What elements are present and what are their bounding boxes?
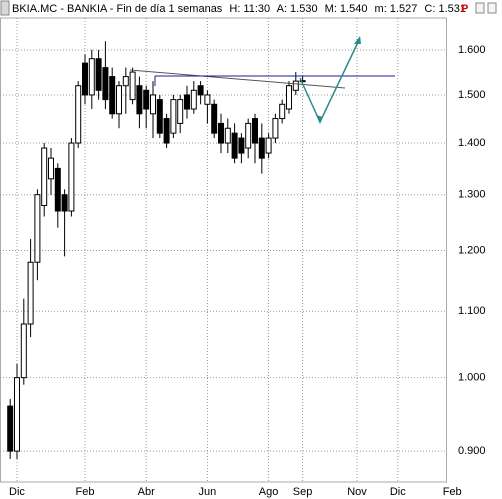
- arrow-head: [316, 115, 323, 124]
- candle-body: [279, 103, 286, 120]
- y-tick-label: 1.000: [458, 372, 486, 384]
- header-low: m: 1.527: [375, 3, 418, 15]
- y-tick-label: 1.500: [458, 89, 486, 101]
- candle-body: [252, 118, 258, 144]
- candle-body: [136, 85, 143, 115]
- y-tick-label: 1.200: [458, 244, 486, 256]
- candle-body: [150, 94, 156, 115]
- x-tick-label: Dic: [390, 486, 406, 498]
- candle-body: [68, 142, 75, 212]
- y-tick-label: 1.400: [458, 137, 486, 149]
- candle-body: [292, 80, 299, 91]
- candle-body: [197, 85, 204, 96]
- candle-body: [170, 99, 177, 134]
- candle-body: [299, 80, 306, 83]
- candle-body: [41, 147, 48, 207]
- header-title: BKIA.MC - BANKIA - Fin de día 1 semanas: [12, 3, 223, 15]
- x-tick-label: Jun: [199, 486, 217, 498]
- candle-body: [54, 167, 61, 212]
- candle-body: [102, 67, 109, 101]
- candle-body: [75, 85, 82, 144]
- candle-body: [61, 194, 68, 212]
- header-button[interactable]: [475, 2, 485, 14]
- y-tick-label: 1.300: [458, 189, 486, 201]
- candle-body: [122, 76, 129, 87]
- x-tick-label: Abr: [138, 486, 155, 498]
- candle-body: [20, 323, 27, 379]
- header-icon[interactable]: [0, 0, 10, 16]
- header-open: A: 1.530: [277, 3, 318, 15]
- header-high: M: 1.540: [325, 3, 368, 15]
- header-time: H: 11:30: [229, 3, 270, 15]
- y-tick-label: 1.100: [458, 305, 486, 317]
- candle-body: [258, 137, 265, 159]
- header: BKIA.MC - BANKIA - Fin de día 1 semanas …: [12, 3, 466, 15]
- candle-body: [116, 85, 122, 115]
- plot: 0.900 1.000 1.100 1.200 1.300 1.400 1.500 1.600…: [0, 17, 486, 498]
- candle-body: [286, 85, 292, 110]
- x-tick-label: Ago: [259, 486, 279, 498]
- candle-body: [82, 62, 88, 96]
- candle-body: [177, 99, 184, 124]
- candle-body: [95, 58, 102, 91]
- candle-body: [211, 103, 218, 134]
- x-tick-label: Nov: [347, 486, 367, 498]
- header-button[interactable]: [487, 2, 497, 14]
- header-flag[interactable]: P: [461, 3, 468, 15]
- candle-body: [231, 132, 238, 159]
- candle-body: [238, 137, 245, 154]
- candle-body: [27, 261, 34, 325]
- x-tick-label: Feb: [443, 486, 462, 498]
- drawings: [129, 36, 395, 124]
- candle-body: [7, 405, 14, 452]
- header-close: C: 1.531: [424, 3, 466, 15]
- x-tick-label: Sep: [293, 486, 313, 498]
- candle-body: [224, 127, 231, 144]
- candle-body: [34, 194, 41, 263]
- candle-body: [184, 94, 190, 110]
- candle-body: [163, 118, 170, 144]
- candle-body: [156, 99, 163, 134]
- candle-body: [14, 377, 20, 452]
- plot-frame: [0, 17, 447, 483]
- candle-body: [272, 118, 279, 139]
- trend-line: [129, 69, 346, 89]
- candle-body: [245, 122, 252, 149]
- candle-body: [143, 89, 150, 110]
- x-tick-label: Feb: [76, 486, 95, 498]
- candle-body: [265, 137, 272, 154]
- candle-body: [190, 89, 197, 110]
- candle-body: [129, 71, 136, 101]
- candle-body: [204, 94, 211, 105]
- y-tick-label: 1.600: [458, 44, 486, 56]
- x-tick-label: Dic: [9, 486, 25, 498]
- y-tick-label: 0.900: [458, 445, 486, 457]
- candle-body: [109, 76, 116, 115]
- candle-body: [88, 58, 95, 96]
- candle-body: [48, 157, 54, 180]
- arrow-head: [354, 36, 361, 44]
- candle-body: [218, 122, 224, 144]
